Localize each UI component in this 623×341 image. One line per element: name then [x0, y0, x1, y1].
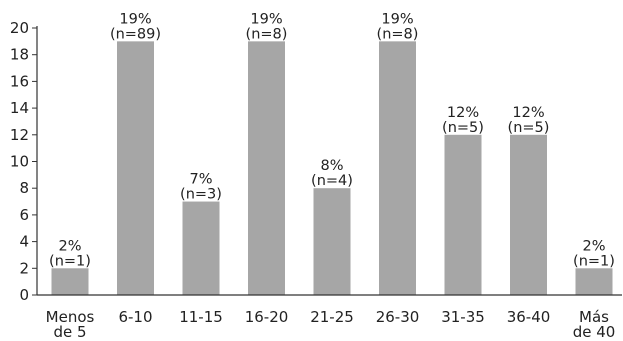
data-label: (n=8) [377, 26, 419, 42]
data-label: 19% [250, 11, 282, 27]
bar [444, 134, 482, 295]
data-label: 19% [381, 11, 413, 27]
category-label: de 40 [573, 323, 616, 341]
y-tick-label: 0 [19, 286, 29, 304]
y-tick-label: 14 [10, 99, 29, 117]
bar [117, 41, 154, 295]
bar [248, 41, 285, 295]
data-label: 12% [512, 105, 544, 121]
y-tick-label: 4 [19, 233, 29, 251]
bar [379, 41, 416, 295]
data-label: (n=8) [246, 26, 288, 42]
bar [313, 188, 351, 295]
category-label: 21-25 [310, 308, 354, 326]
data-label: 8% [320, 158, 343, 174]
y-tick-label: 16 [10, 72, 29, 90]
category-label: Más [579, 308, 609, 326]
bar [182, 201, 220, 295]
bar [510, 134, 547, 295]
y-tick-label: 10 [10, 153, 29, 171]
category-label: 26-30 [376, 308, 420, 326]
category-label: 36-40 [507, 308, 551, 326]
bar [575, 268, 613, 295]
data-labels: 2%(n=1)19%(n=89)7%(n=3)19%(n=8)8%(n=4)19… [49, 11, 615, 269]
data-label: 2% [58, 238, 81, 254]
data-label: (n=3) [180, 187, 222, 203]
data-label: 7% [189, 172, 212, 188]
y-tick-label: 18 [10, 46, 29, 64]
data-label: (n=4) [311, 173, 353, 189]
axes [36, 26, 622, 296]
category-label: Menos [46, 308, 95, 326]
data-label: (n=5) [442, 120, 484, 136]
category-label: 16-20 [245, 308, 289, 326]
y-tick-label: 12 [10, 126, 29, 144]
y-tick-label: 2 [19, 259, 29, 277]
bars [51, 41, 613, 295]
category-label: de 5 [53, 323, 86, 341]
bar [51, 268, 89, 295]
y-tick-label: 6 [19, 206, 29, 224]
y-axis-ticks: 0 2 4 6 8 10 12 14 16 18 20 [10, 19, 37, 304]
category-label: 6-10 [118, 308, 152, 326]
y-tick-label: 8 [19, 179, 29, 197]
data-label: (n=5) [508, 120, 550, 136]
y-tick-label: 20 [10, 19, 29, 37]
category-label: 11-15 [179, 308, 223, 326]
category-label: 31-35 [441, 308, 485, 326]
data-label: (n=1) [573, 253, 615, 269]
data-label: 12% [447, 105, 479, 121]
data-label: (n=1) [49, 253, 91, 269]
data-label: 19% [119, 11, 151, 27]
data-label: (n=89) [110, 26, 161, 42]
data-label: 2% [582, 238, 605, 254]
